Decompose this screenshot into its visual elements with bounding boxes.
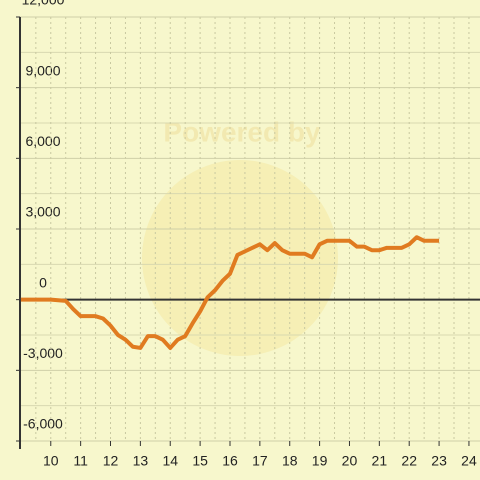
x-tick-label: 10	[43, 453, 59, 469]
y-tick-label: 12,000	[22, 0, 65, 8]
watermark-logo	[142, 160, 338, 356]
y-tick-label: 0	[39, 274, 47, 290]
y-tick-label: 6,000	[25, 133, 60, 149]
x-tick-label: 13	[133, 453, 149, 469]
x-tick-label: 16	[222, 453, 238, 469]
x-tick-label: 24	[461, 453, 477, 469]
x-tick-label: 21	[372, 453, 388, 469]
y-tick-label: 3,000	[25, 204, 60, 220]
x-tick-label: 15	[192, 453, 208, 469]
x-tick-label: 22	[401, 453, 417, 469]
watermark: Powered by	[163, 116, 321, 147]
x-tick-label: 11	[73, 453, 88, 469]
data-line	[20, 235, 440, 350]
x-tick-label: 19	[312, 453, 328, 469]
x-tick-label: 17	[252, 453, 268, 469]
y-tick-label: -6,000	[23, 416, 63, 432]
y-tick-label: -3,000	[23, 345, 63, 361]
x-tick-label: 12	[103, 453, 119, 469]
x-tick-label: 23	[431, 453, 447, 469]
x-tick-label: 18	[282, 453, 298, 469]
x-tick-label: 20	[342, 453, 358, 469]
y-tick-label: 9,000	[25, 62, 60, 78]
x-tick-label: 14	[162, 453, 178, 469]
